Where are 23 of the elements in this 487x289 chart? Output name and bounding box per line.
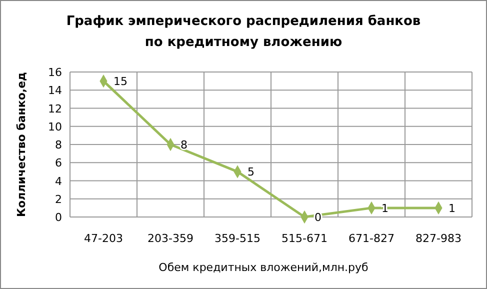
data-label: 15 (114, 75, 128, 88)
x-axis-title: Обем кредитных вложений,млн.руб (158, 261, 369, 274)
chart-title: График эмперического распредиления банков по кредитному вложению (66, 14, 421, 50)
y-tick-label: 0 (55, 211, 62, 224)
x-tick-label: 827-983 (416, 232, 462, 245)
x-tick-label: 47-203 (84, 232, 123, 245)
y-tick-label: 16 (48, 66, 62, 79)
x-tick-label: 203-359 (148, 232, 194, 245)
y-tick-label: 14 (48, 84, 62, 98)
data-label: 5 (248, 166, 254, 179)
y-tick-label: 4 (55, 174, 62, 188)
y-tick-label: 12 (48, 102, 62, 116)
data-label: 1 (448, 202, 456, 215)
x-tick-label: 671-827 (348, 232, 394, 245)
data-label: 1 (382, 202, 388, 215)
y-tick-label: 6 (55, 156, 62, 170)
data-label: 8 (180, 138, 188, 152)
y-tick-label: 8 (55, 138, 62, 152)
x-tick-label: 359-515 (214, 232, 260, 245)
y-tick-label: 2 (55, 192, 62, 206)
y-tick-label: 10 (48, 120, 62, 134)
y-axis-title: Колличество банко,ед (15, 72, 28, 217)
x-tick-label: 515-671 (282, 232, 328, 245)
